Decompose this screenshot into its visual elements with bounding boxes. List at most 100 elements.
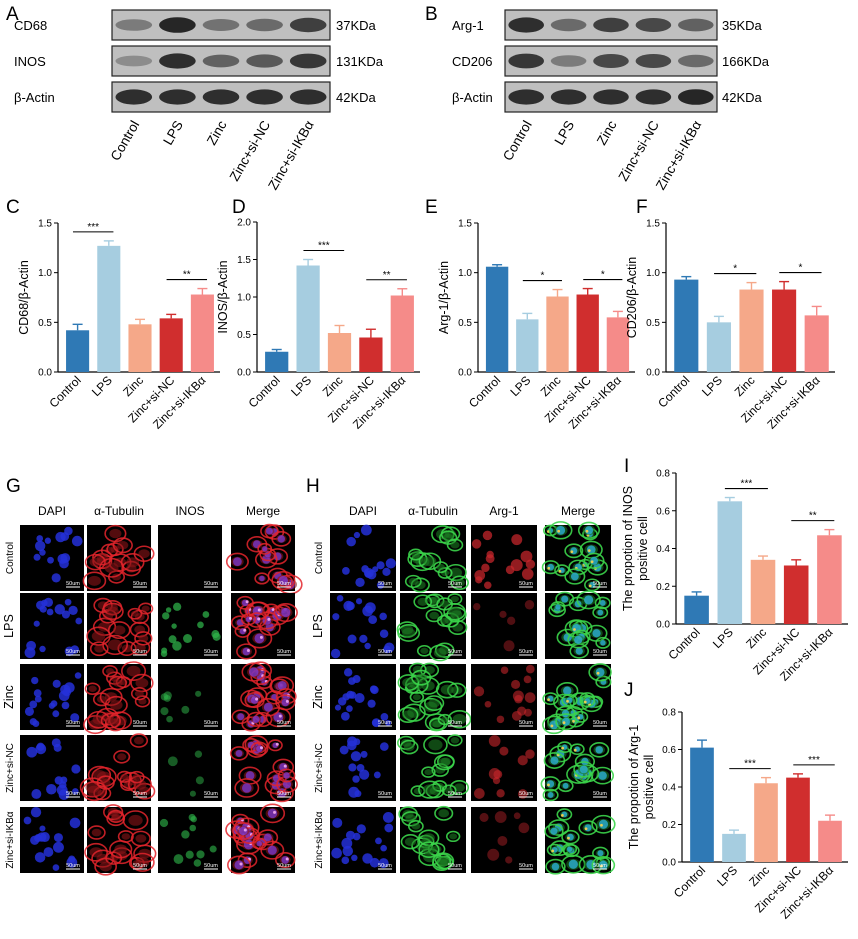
scale-bar-label: 50um [519, 791, 533, 797]
nucleus [52, 710, 60, 718]
scale-bar-label: 50um [204, 863, 218, 869]
nucleus [34, 695, 42, 703]
marker-signal [189, 790, 196, 797]
cell-body [436, 563, 445, 571]
marker-signal [196, 850, 205, 859]
nucleus [378, 858, 389, 869]
marker-signal [487, 848, 500, 861]
cell-cytoskeleton [104, 695, 128, 715]
marker-signal [512, 690, 524, 702]
blot-band [508, 89, 545, 105]
merged-marker-signal [285, 857, 289, 861]
nucleus [332, 817, 343, 828]
merged-marker-signal [239, 862, 243, 866]
category-label-control: Control [655, 373, 692, 410]
scale-bar-label: 50um [519, 581, 533, 587]
scale-bar-label: 50um [66, 720, 80, 726]
cell-cytoskeleton [594, 596, 611, 610]
micrograph-tubulin-lps: 50um [86, 593, 154, 659]
merged-nucleus [598, 771, 607, 780]
cell-cytoskeleton [407, 820, 424, 833]
merged-marker-signal [573, 628, 576, 631]
nucleus [46, 608, 54, 616]
blot-lane-label-lps: LPS [551, 118, 577, 148]
cell-body [428, 739, 443, 751]
nucleus [51, 573, 61, 583]
nucleus [332, 613, 340, 621]
scale-bar-label: 50um [133, 791, 147, 797]
nucleus [385, 719, 392, 726]
scale-bar-label: 50um [519, 863, 533, 869]
cell-body [450, 595, 459, 603]
blot-band [593, 89, 629, 105]
merged-nucleus [584, 595, 594, 605]
marker-signal [181, 830, 190, 839]
micrograph-dapi-lps: 50um [330, 593, 396, 659]
category-label-lps: LPS [507, 373, 533, 399]
nucleus [379, 742, 389, 751]
nucleus [370, 685, 379, 695]
marker-signal [484, 581, 492, 590]
nucleus [59, 558, 69, 569]
bar-zinc-si-nc [159, 318, 183, 372]
marker-signal [497, 835, 508, 846]
micrograph-dapi-lps: 50um [20, 593, 84, 659]
nucleus [72, 788, 79, 795]
cell-cytoskeleton [564, 543, 584, 559]
micrograph-merge-control: 50um [541, 521, 611, 592]
significance-label: *** [744, 759, 756, 770]
cell-cytoskeleton [569, 743, 585, 756]
merged-marker-signal [561, 746, 565, 750]
micrograph-merge-zinc-si-ikb: 50um [225, 803, 296, 875]
micrograph-inos-lps: 50um [158, 593, 222, 659]
cell-cytoskeleton [82, 571, 107, 591]
category-label-zinc: Zinc [320, 373, 346, 399]
bar-lps [706, 322, 731, 372]
nucleus [348, 763, 357, 772]
cell-body [451, 686, 463, 695]
cell-cytoskeleton [441, 784, 457, 797]
nucleus [39, 645, 46, 653]
panel-label-f: F [636, 197, 648, 218]
cell-cytoskeleton [543, 752, 566, 769]
nucleus [341, 711, 350, 721]
nucleus [382, 811, 394, 823]
merged-nucleus [574, 635, 583, 645]
micrograph-inos-zinc: 50um [158, 664, 222, 730]
merged-marker-signal [257, 617, 261, 621]
nucleus [69, 817, 81, 829]
nucleus [53, 841, 64, 853]
row-label-zinc-si-ikb: Zinc+si-IKBα [5, 811, 16, 868]
cell-cytoskeleton [578, 820, 598, 836]
y-tick-label: 0.0 [656, 620, 670, 631]
blot-row-label-cd206: CD206 [452, 54, 492, 69]
marker-signal [473, 686, 485, 697]
blot-band [202, 54, 240, 68]
cell-cytoskeleton [409, 691, 425, 703]
cell-cytoskeleton [589, 741, 610, 758]
cell-cytoskeleton [271, 571, 296, 591]
cell-cytoskeleton [109, 840, 133, 859]
panel-label-g: G [6, 476, 21, 497]
micrograph-inos-zinc-si-nc: 50um [158, 735, 222, 801]
significance-label: *** [741, 479, 753, 490]
marker-signal [506, 616, 516, 625]
blot-band [677, 89, 714, 105]
scale-bar-label: 50um [593, 863, 607, 869]
marker-signal [505, 856, 513, 864]
category-label-lps: LPS [714, 863, 740, 889]
nucleus [368, 615, 378, 625]
nucleus [343, 668, 353, 677]
merged-marker-signal [283, 764, 287, 768]
merged-marker-signal [249, 616, 253, 620]
cell-cytoskeleton [591, 855, 616, 875]
merged-nucleus [597, 850, 604, 857]
cell-cytoskeleton [107, 621, 131, 640]
micrograph-dapi-zinc-si-ikb: 50um [20, 807, 84, 873]
cell-body [404, 837, 417, 846]
cell-cytoskeleton [397, 706, 419, 723]
merged-nucleus [551, 862, 560, 871]
cell-cytoskeleton [108, 675, 127, 691]
cell-cytoskeleton [542, 692, 559, 706]
cell-cytoskeleton [84, 842, 108, 862]
